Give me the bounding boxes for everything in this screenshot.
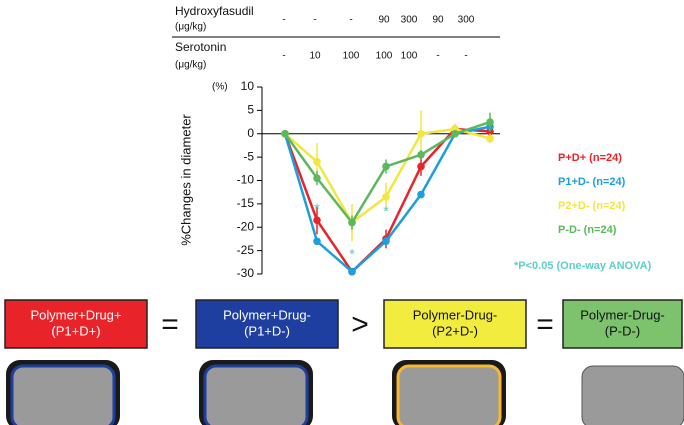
point [348,268,356,276]
y-tick-label: -25 [237,243,255,257]
panel-label: Polymer-Drug- [580,307,665,322]
panel-label: (P1+D+) [51,323,100,338]
note: *P<0.05 (One-way ANOVA) [514,260,652,272]
point [417,191,425,199]
cell: - [313,15,316,26]
icon [12,366,114,425]
point [382,193,390,201]
row-label: Hydroxyfasudil [175,4,254,18]
cell: - [349,15,352,26]
panel-label: (P1+D-) [244,323,290,338]
cell: 300 [458,15,475,26]
operator: = [161,308,179,341]
point [313,237,321,245]
point [417,130,425,138]
row-unit: (μg/kg) [175,60,206,71]
cell: 100 [401,51,418,62]
cell: 90 [432,15,444,26]
figure: Hydroxyfasudil (μg/kg) - - - 90 300 90 300 Seroto… [0,0,684,425]
cell: - [464,51,467,62]
cell: 300 [401,15,418,26]
cell: - [282,15,285,26]
point [313,174,321,182]
icon [205,366,307,425]
y-tick-label: -5 [243,149,254,163]
row-unit: (μg/kg) [175,22,206,33]
panel-label: Polymer+Drug- [223,307,311,322]
series [281,110,494,241]
legend-entry: P2+D- (n=24) [558,200,626,212]
significance-mark: * [383,203,389,220]
point [451,130,459,138]
legend-entry: P-D- (n=24) [558,224,617,236]
panel-label: (P-D-) [605,323,640,338]
point [486,118,494,126]
cell: 10 [309,51,321,62]
row-label: Serotonin [175,40,226,54]
cell: 90 [378,15,390,26]
point [382,237,390,245]
cell: 100 [343,51,360,62]
point [486,135,494,143]
icon [398,366,500,425]
point [382,163,390,171]
significance-mark: * [314,201,320,218]
y-tick-label: -10 [237,173,255,187]
y-axis-label: %Changes in diameter [178,114,193,246]
significance-mark: * [349,246,355,263]
point [281,130,289,138]
point [313,158,321,166]
cell: 100 [376,51,393,62]
point [417,151,425,159]
panel-label: Polymer-Drug- [413,307,498,322]
y-tick-label: -30 [237,266,255,280]
y-tick-label: 5 [247,103,254,117]
legend-entry: P+D+ (n=24) [558,152,622,164]
panel-label: Polymer+Drug+ [30,307,121,322]
legend-entry: P1+D- (n=24) [558,176,626,188]
icon [582,366,684,425]
y-tick-label: -20 [237,219,255,233]
operator: = [536,308,554,341]
operator: > [351,308,369,341]
y-tick-label: -15 [237,196,255,210]
point [348,219,356,227]
point [313,216,321,224]
point [417,163,425,171]
cell: - [436,51,439,62]
y-tick-label: 0 [247,126,254,140]
y-tick-label: 10 [241,79,255,93]
panel-label: (P2+D-) [432,323,478,338]
cell: - [282,51,285,62]
y-unit: (%) [212,82,228,93]
